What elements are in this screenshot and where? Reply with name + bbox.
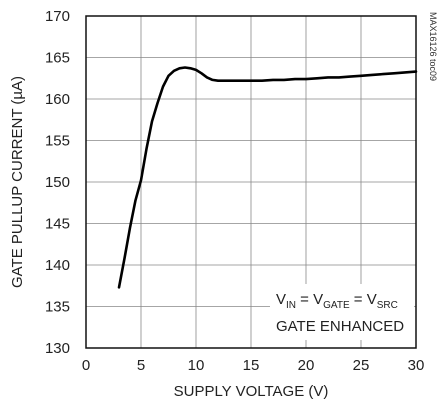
series-line [117, 66, 418, 289]
y-tick-label: 140 [45, 257, 70, 274]
y-tick-label: 165 [45, 50, 70, 67]
y-tick-label: 170 [45, 8, 70, 25]
x-tick-label: 20 [298, 357, 315, 374]
series [117, 66, 418, 289]
x-tick-label: 30 [408, 357, 425, 374]
x-tick-label: 10 [188, 357, 205, 374]
annotation-line2: GATE ENHANCED [276, 318, 404, 335]
y-tick-label: 150 [45, 174, 70, 191]
y-tick-label: 145 [45, 216, 70, 233]
x-tick-label: 15 [243, 357, 260, 374]
plot-frame [85, 15, 417, 349]
y-axis-title: GATE PULLUP CURRENT (µA) [9, 76, 26, 288]
y-tick-label: 160 [45, 91, 70, 108]
x-axis-title: SUPPLY VOLTAGE (V) [174, 383, 329, 400]
y-tick-label: 130 [45, 340, 70, 357]
annotation-line1: VIN = VGATE = VSRC [276, 291, 398, 311]
y-tick-label: 155 [45, 133, 70, 150]
ticks: 0 5 10 15 20 25 30 130 135 140 145 150 155 160 165 170 [45, 8, 424, 374]
x-tick-label: 0 [82, 357, 90, 374]
x-tick-label: 25 [353, 357, 370, 374]
x-tick-label: 5 [137, 357, 145, 374]
y-tick-label: 135 [45, 299, 70, 316]
watermark: MAX16126 toc09 [428, 12, 437, 81]
annotation-background [270, 284, 414, 340]
